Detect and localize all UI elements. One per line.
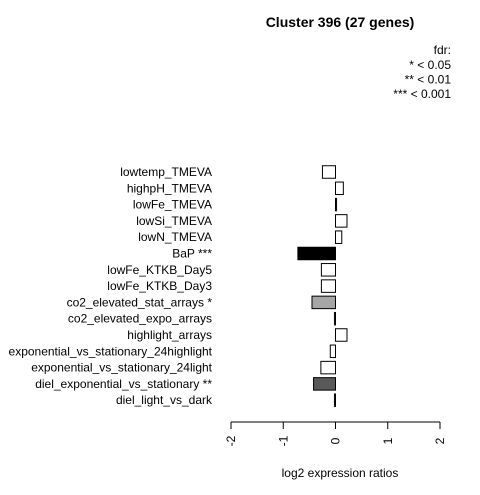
category-label: BaP *** [172, 247, 212, 261]
bar [329, 344, 336, 359]
category-label: co2_elevated_expo_arrays [68, 312, 212, 326]
x-axis: -2 -1 0 1 2 [224, 421, 447, 446]
legend-title: fdr: [434, 43, 451, 57]
bar [297, 246, 337, 261]
x-tick-label: -1 [276, 435, 290, 446]
bar [333, 311, 336, 326]
bar [335, 197, 338, 212]
x-tick-label: 0 [329, 437, 343, 444]
category-label: exponential_vs_stationary_24highlight [9, 344, 213, 358]
bar [321, 165, 336, 179]
bar [311, 295, 336, 310]
bar [320, 279, 336, 293]
category-label: highpH_TMEVA [127, 181, 212, 195]
bars [297, 165, 348, 407]
x-tick-label: 1 [381, 437, 395, 444]
bar [335, 328, 348, 342]
category-label: diel_exponential_vs_stationary ** [35, 377, 212, 391]
bar [333, 393, 336, 407]
category-labels: lowtemp_TMEVA highpH_TMEVA lowFe_TMEVA lowS… [9, 165, 213, 407]
category-label: highlight_arrays [127, 328, 212, 342]
bar [320, 263, 336, 277]
legend-entry: *** < 0.001 [393, 87, 451, 101]
category-label: lowFe_KTKB_Day5 [107, 263, 212, 277]
legend-entry: ** < 0.01 [405, 73, 452, 87]
category-label: co2_elevated_stat_arrays * [67, 295, 213, 309]
category-label: lowtemp_TMEVA [120, 165, 212, 179]
legend: fdr: * < 0.05** < 0.01*** < 0.001 [393, 43, 451, 101]
x-tick-label: 2 [433, 437, 447, 444]
x-tick-label: -2 [224, 435, 238, 446]
bar [335, 214, 348, 228]
x-axis-title: log2 expression ratios [282, 466, 399, 480]
chart-title: Cluster 396 (27 genes) [266, 14, 415, 30]
category-label: lowFe_KTKB_Day3 [107, 279, 212, 293]
category-label: diel_light_vs_dark [116, 393, 213, 407]
bar [313, 377, 336, 391]
bar [335, 230, 343, 244]
bar [335, 181, 344, 196]
category-label: exponential_vs_stationary_24light [31, 361, 212, 375]
bar [320, 360, 336, 375]
category-label: lowN_TMEVA [138, 230, 212, 244]
category-label: lowSi_TMEVA [136, 214, 212, 228]
legend-entry: * < 0.05 [409, 58, 451, 72]
category-label: lowFe_TMEVA [133, 198, 212, 212]
